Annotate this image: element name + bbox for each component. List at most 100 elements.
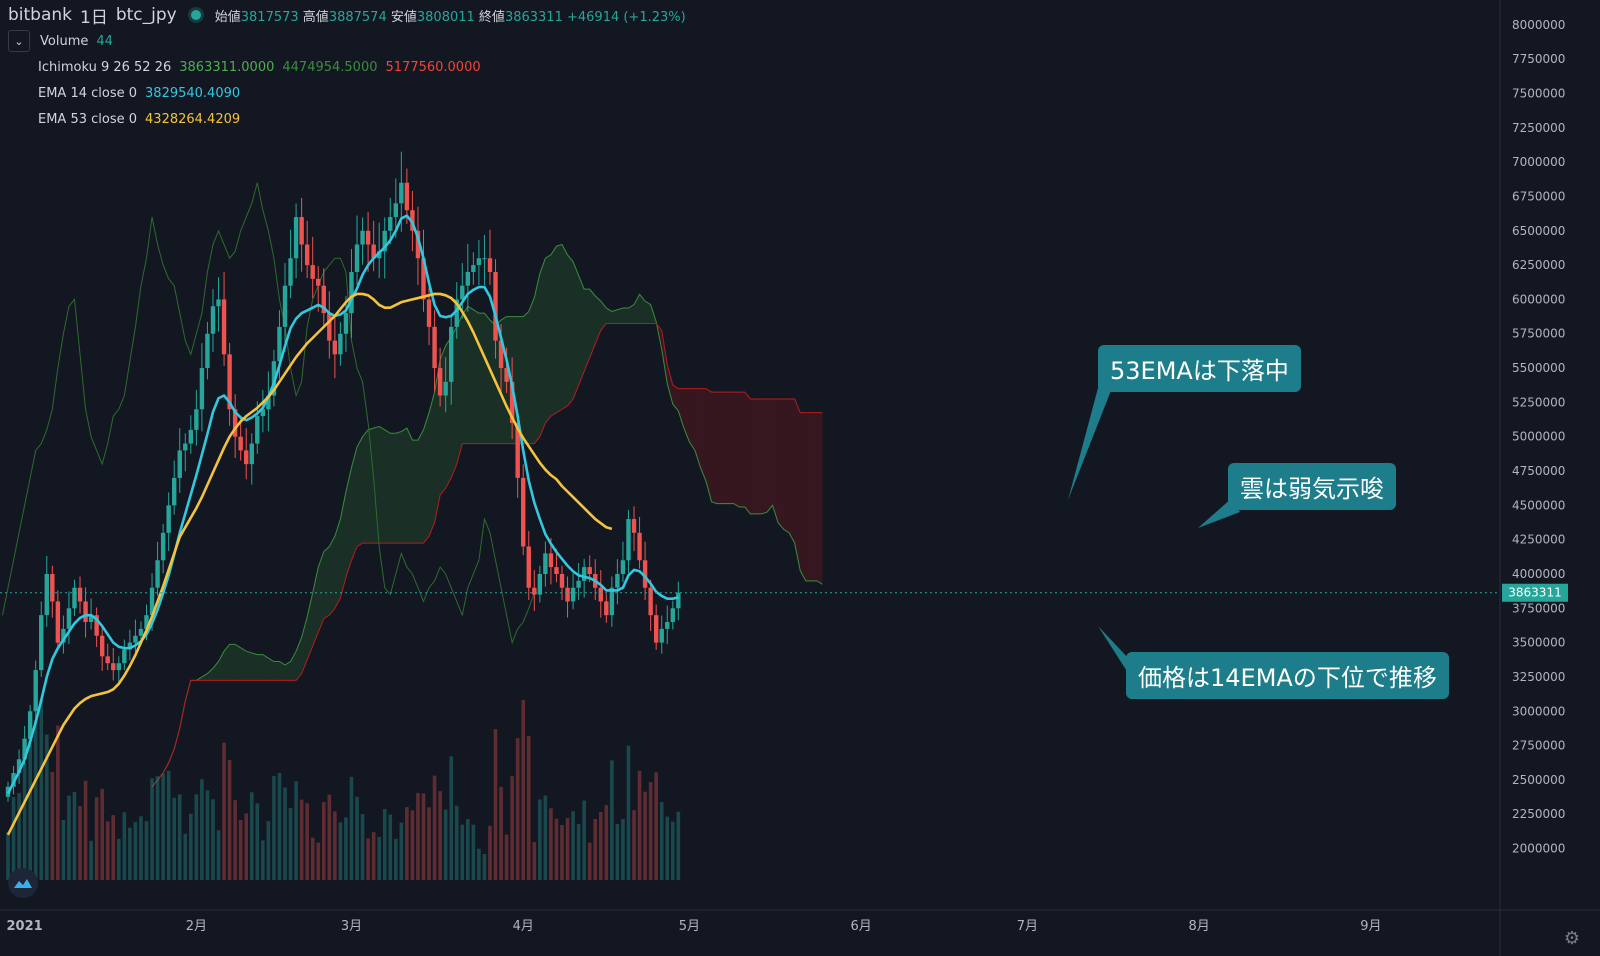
candle-body xyxy=(282,285,288,327)
volume-bar xyxy=(227,760,232,880)
volume-bar xyxy=(310,837,315,880)
ichimoku-legend[interactable]: Ichimoku 9 26 52 26 3863311.0000 4474954… xyxy=(38,59,481,75)
candle-body xyxy=(39,615,44,671)
candle-body xyxy=(493,271,498,341)
y-tick-label: 6750000 xyxy=(1512,189,1565,203)
volume-bar xyxy=(504,834,509,880)
volume-bar xyxy=(499,786,503,880)
candle-body xyxy=(626,519,631,561)
volume-bar xyxy=(194,794,199,880)
pair-name[interactable]: btc_jpy xyxy=(115,5,177,25)
volume-bar xyxy=(283,787,287,880)
candle-body xyxy=(371,244,376,259)
y-tick-label: 7750000 xyxy=(1512,52,1565,66)
cloud-segment xyxy=(395,431,402,544)
callout-price: 価格は14EMAの下位で推移 xyxy=(1126,652,1449,699)
ema53-line xyxy=(6,292,613,836)
volume-bar xyxy=(139,816,143,880)
candle-body xyxy=(521,477,526,547)
ichimoku-cloud xyxy=(1,182,823,788)
volume-bar xyxy=(438,791,442,880)
volume-bar xyxy=(394,838,398,880)
y-tick-label: 4000000 xyxy=(1512,567,1565,581)
volume-bar xyxy=(626,745,631,880)
candle-body xyxy=(27,711,33,739)
gear-icon[interactable]: ⚙ xyxy=(1563,928,1580,949)
candle-body xyxy=(144,615,149,629)
volume-bar xyxy=(233,800,237,880)
candle-body xyxy=(55,601,61,643)
volume-bar xyxy=(183,833,188,880)
cloud-segment xyxy=(584,289,590,372)
cloud-segment xyxy=(357,436,363,547)
candle-body xyxy=(426,299,432,327)
volume-bar xyxy=(117,838,121,880)
candle-body xyxy=(266,395,271,410)
volume-bar xyxy=(249,792,254,880)
volume-bar xyxy=(427,807,431,880)
volume-bar xyxy=(610,760,614,880)
candle-body xyxy=(249,443,254,465)
cloud-segment xyxy=(578,275,585,386)
candle-body xyxy=(133,635,138,643)
candle-body xyxy=(432,326,437,369)
volume-bar xyxy=(122,812,127,880)
x-tick-label: 3月 xyxy=(341,919,362,934)
volume-bar xyxy=(338,822,343,880)
candle-body xyxy=(172,477,177,506)
chart-legend: bitbank 1日 btc_jpy 始値3817573 高値3887574 安… xyxy=(8,2,686,132)
volume-bar xyxy=(488,825,492,880)
candle-body xyxy=(338,333,343,355)
cloud-segment xyxy=(373,426,380,544)
candle-body xyxy=(177,450,182,478)
cloud-segment xyxy=(517,316,524,444)
cloud-segment xyxy=(251,652,258,681)
tradingview-logo-icon[interactable] xyxy=(8,868,38,898)
x-tick-label: 2月 xyxy=(186,919,207,934)
cloud-segment xyxy=(273,661,280,681)
candle-body xyxy=(548,553,554,568)
candle-body xyxy=(221,299,227,355)
volume-bar xyxy=(200,779,204,880)
volume-bar xyxy=(355,796,359,880)
candle-body xyxy=(83,601,88,623)
cloud-segment xyxy=(351,447,358,561)
symbol-name[interactable]: bitbank xyxy=(8,5,73,25)
cloud-segment xyxy=(318,551,324,633)
volume-bar xyxy=(443,809,448,880)
x-tick-label: 4月 xyxy=(513,919,534,934)
candle-body xyxy=(304,244,310,266)
y-axis: 8000000 7750000 7500000 7250000 7000000 67500… xyxy=(1512,18,1565,856)
cloud-segment xyxy=(301,616,308,674)
volume-bar xyxy=(382,808,387,880)
cloud-segment xyxy=(711,392,718,504)
candle-body xyxy=(138,628,144,636)
volume-bar xyxy=(39,700,44,880)
volume-bar xyxy=(305,803,309,880)
candle-body xyxy=(288,258,293,286)
candle-body xyxy=(382,230,387,252)
cloud-segment xyxy=(789,398,795,544)
candle-body xyxy=(343,313,349,334)
cloud-segment xyxy=(761,398,767,514)
y-tick-label: 4750000 xyxy=(1512,464,1565,478)
cloud-segment xyxy=(634,294,640,324)
cloud-segment xyxy=(772,398,779,523)
candle-body xyxy=(354,244,360,272)
ema14-legend[interactable]: EMA 14 close 0 3829540.4090 xyxy=(38,85,241,101)
candle-body xyxy=(188,429,194,444)
candle-body xyxy=(127,642,133,650)
ema53-legend[interactable]: EMA 53 close 0 4328264.4209 xyxy=(38,111,241,127)
candle-body xyxy=(509,381,515,423)
interval[interactable]: 1日 xyxy=(80,7,108,28)
volume-bar xyxy=(172,797,176,880)
volume-bar xyxy=(515,738,520,880)
chevron-down-icon[interactable]: ⌄ xyxy=(8,30,30,52)
cloud-segment xyxy=(811,412,817,581)
y-tick-label: 2000000 xyxy=(1512,842,1565,856)
volume-bar xyxy=(244,813,249,880)
volume-bar xyxy=(482,854,487,880)
volume-bar xyxy=(560,825,564,880)
candle-body xyxy=(393,203,398,218)
